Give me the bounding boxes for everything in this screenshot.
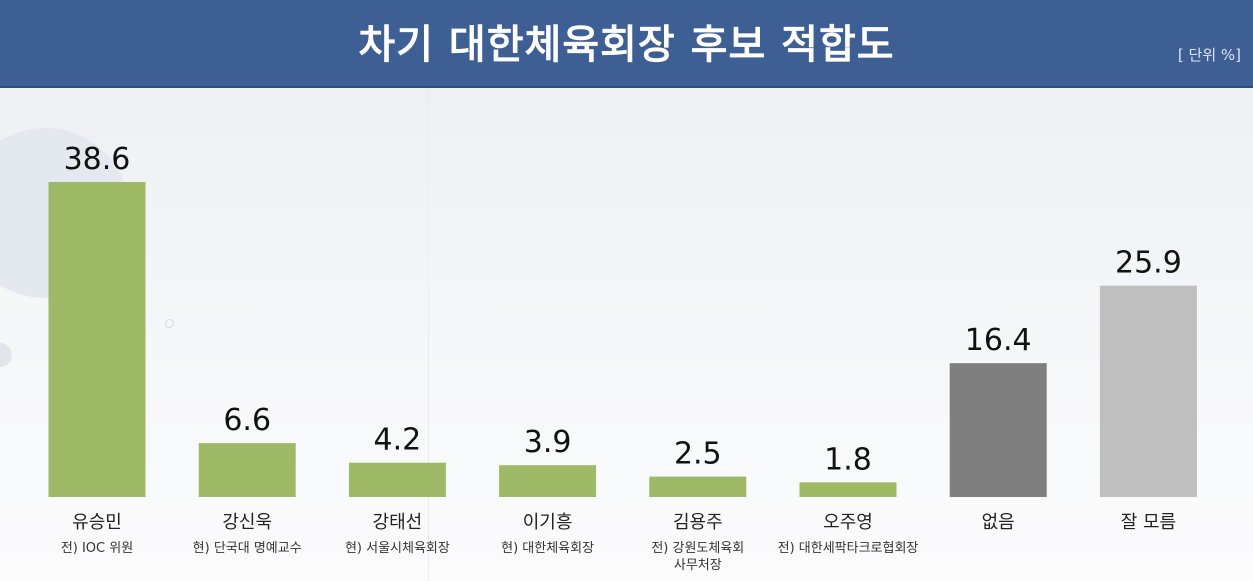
category-label: 김용주 bbox=[673, 512, 723, 533]
value-label: 16.4 bbox=[965, 323, 1032, 358]
value-label: 3.9 bbox=[524, 425, 572, 460]
bar bbox=[348, 462, 446, 497]
category-sublabel: 사무처장 bbox=[674, 558, 722, 573]
value-label: 2.5 bbox=[674, 437, 722, 472]
category-sublabel: 전) 강원도체육회 bbox=[651, 541, 744, 556]
value-label: 38.6 bbox=[64, 142, 131, 177]
category-label: 유승민 bbox=[72, 512, 122, 533]
value-label: 1.8 bbox=[824, 442, 872, 477]
bar bbox=[799, 482, 897, 497]
category-label: 강태선 bbox=[373, 512, 423, 533]
background-ring bbox=[165, 319, 174, 328]
bar bbox=[48, 182, 146, 497]
category-label: 잘 모름 bbox=[1121, 512, 1176, 533]
category-sublabel: 현) 대한체육회장 bbox=[501, 541, 594, 556]
chart-header: 차기 대한체육회장 후보 적합도 [ 단위 %] bbox=[0, 0, 1253, 88]
value-label: 4.2 bbox=[374, 423, 422, 458]
value-label: 6.6 bbox=[223, 403, 271, 438]
chart-title: 차기 대한체육회장 후보 적합도 bbox=[358, 22, 895, 68]
category-sublabel: 전) IOC 위원 bbox=[61, 541, 133, 556]
category-label: 오주영 bbox=[823, 512, 873, 533]
background-line bbox=[428, 88, 429, 581]
category-label: 이기흥 bbox=[523, 512, 573, 533]
category-label: 강신욱 bbox=[222, 512, 272, 533]
category-sublabel: 현) 단국대 명예교수 bbox=[193, 541, 302, 556]
bar bbox=[949, 363, 1047, 497]
category-sublabel: 전) 대한세팍타크로협회장 bbox=[778, 541, 919, 556]
background-dot bbox=[0, 343, 12, 367]
category-label: 없음 bbox=[982, 512, 1015, 533]
bar bbox=[1099, 285, 1197, 497]
bar bbox=[649, 476, 747, 497]
value-label: 25.9 bbox=[1115, 246, 1182, 281]
bar bbox=[198, 443, 296, 497]
unit-label: [ 단위 %] bbox=[1177, 46, 1241, 64]
category-sublabel: 현) 서울시체육회장 bbox=[345, 541, 450, 556]
bar bbox=[499, 465, 597, 497]
